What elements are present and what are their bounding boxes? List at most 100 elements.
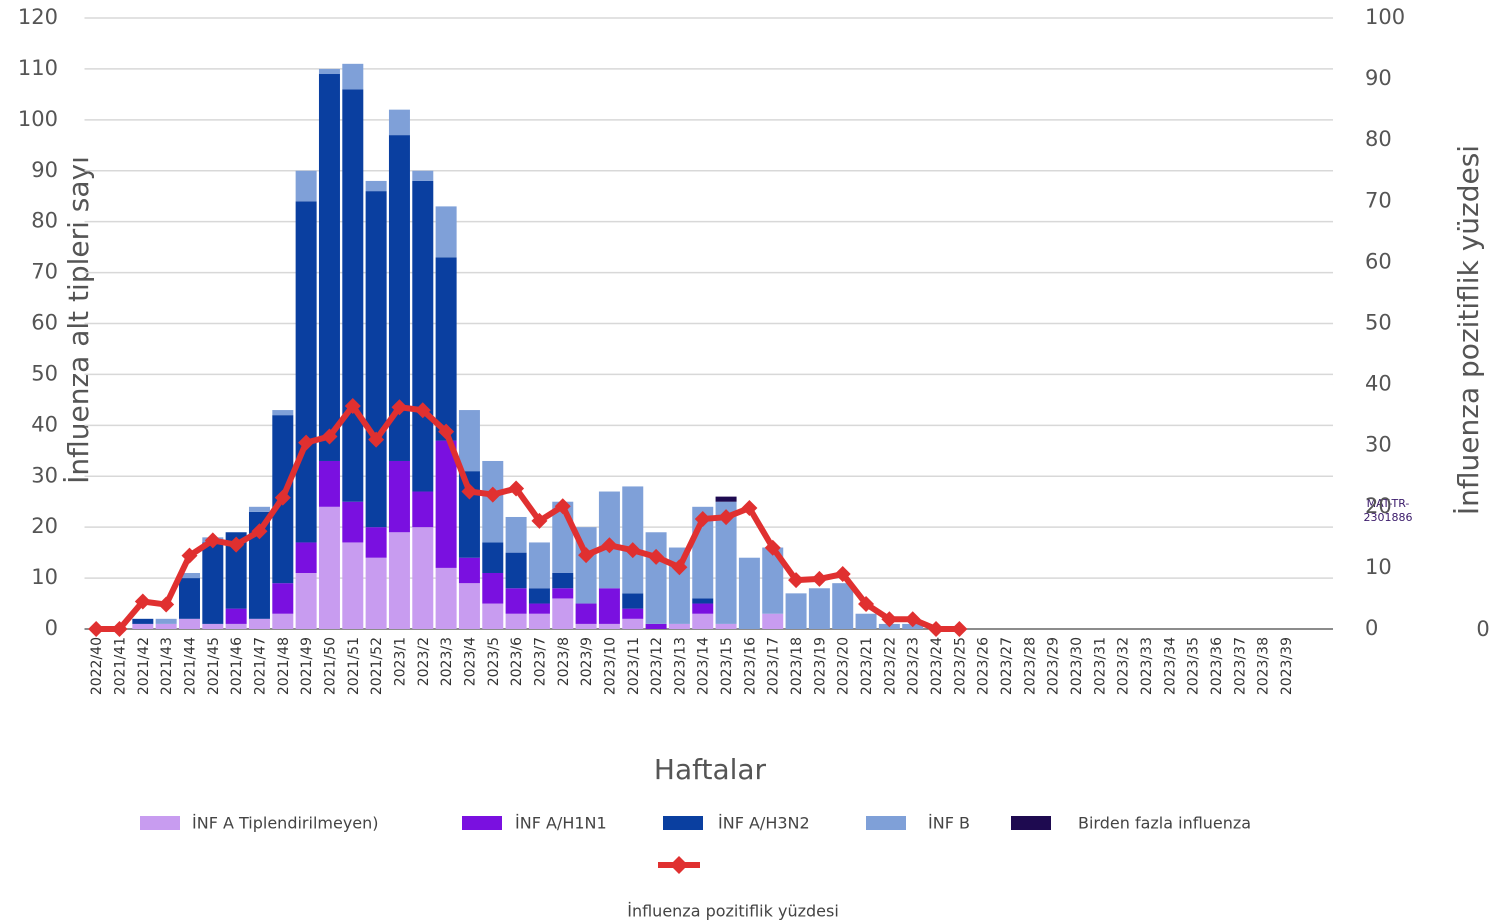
x-tick-label: 2021/43 [159, 637, 175, 695]
x-tick-label: 2023/8 [556, 637, 572, 686]
x-tick-label: 2023/6 [509, 637, 525, 686]
x-tick-label: 2023/7 [532, 637, 548, 686]
y2-tick-label: 60 [1365, 249, 1392, 273]
bar [645, 532, 667, 624]
y2-axis-title: İnfluenza pozitiflik yüzdesi [1452, 145, 1485, 515]
legend-swatch [670, 856, 688, 874]
bar [178, 578, 200, 619]
bar [412, 491, 434, 528]
bar [318, 68, 340, 75]
legend-swatch [140, 816, 180, 830]
bar [785, 593, 807, 629]
bar [202, 542, 224, 624]
y-tick-label: 50 [31, 361, 58, 385]
bar [272, 613, 294, 629]
bar [528, 603, 550, 614]
legend-label: İnfluenza pozitiflik yüzdesi [627, 902, 839, 921]
bar [668, 547, 690, 624]
bar [598, 588, 620, 624]
bar [482, 572, 504, 604]
x-tick-label: 2023/12 [649, 637, 665, 695]
bar [272, 583, 294, 614]
legend-swatch [663, 816, 703, 830]
bar [412, 527, 434, 629]
x-tick-label: 2021/47 [252, 637, 268, 695]
x-tick-label: 2023/39 [1279, 637, 1295, 695]
bar [365, 557, 387, 629]
x-tick-label: 2023/31 [1092, 637, 1108, 695]
x-tick-label: 2023/32 [1116, 637, 1132, 695]
bar [412, 170, 434, 181]
bar [762, 547, 784, 614]
x-tick-label: 2023/18 [789, 637, 805, 695]
x-tick-label: 2023/19 [812, 637, 828, 695]
x-tick-label: 2023/30 [1069, 637, 1085, 695]
bar [762, 613, 784, 629]
bar [528, 588, 550, 604]
x-tick-label: 2023/23 [906, 637, 922, 695]
bar [692, 603, 714, 614]
bar [552, 598, 574, 629]
bar [295, 572, 317, 629]
x-tick-label: 2023/36 [1209, 637, 1225, 695]
legend-label: İNF A/H1N1 [515, 814, 607, 833]
line-marker [438, 423, 455, 440]
bar [248, 511, 270, 619]
line-marker [134, 593, 151, 610]
bar [225, 608, 247, 624]
line-marker [368, 431, 385, 448]
bar [295, 542, 317, 573]
bar [482, 542, 504, 573]
line-marker [834, 566, 851, 583]
bar [388, 460, 410, 533]
bar [622, 593, 644, 609]
line-marker [158, 596, 175, 613]
x-tick-label: 2023/16 [742, 637, 758, 695]
bar [272, 410, 294, 416]
bar [505, 613, 527, 629]
line-marker [251, 523, 268, 540]
line-marker [88, 621, 105, 637]
bar [225, 623, 247, 629]
line-marker [554, 498, 571, 515]
bar [622, 608, 644, 619]
line-marker [228, 536, 245, 553]
line-marker [274, 489, 291, 506]
y-tick-label: 90 [31, 158, 58, 182]
y-tick-label: 30 [31, 463, 58, 487]
x-tick-label: 2023/17 [766, 637, 782, 695]
bar [715, 623, 737, 629]
x-tick-label: 2023/10 [602, 637, 618, 695]
line-marker [904, 611, 921, 628]
line-marker [531, 512, 548, 529]
bar [692, 613, 714, 629]
bar [552, 572, 574, 589]
x-tick-label: 2023/37 [1232, 637, 1248, 695]
bar [528, 613, 550, 629]
y-tick-label: 10 [31, 565, 58, 589]
line-marker [788, 572, 805, 589]
bar [365, 191, 387, 528]
y2-tick-label: 20 [1365, 494, 1392, 518]
bar [715, 496, 737, 502]
line-marker [181, 547, 198, 564]
x-tick-label: 2023/4 [462, 637, 478, 686]
x-tick-label: 2023/14 [696, 637, 712, 695]
x-tick-label: 2023/21 [859, 637, 875, 695]
line-marker [391, 399, 408, 416]
x-tick-label: 2023/38 [1256, 637, 1272, 695]
legend-label: Birden fazla influenza [1078, 814, 1251, 833]
x-tick-label: 2023/5 [486, 637, 502, 686]
y2-tick-label: 40 [1365, 372, 1392, 396]
y2-tick-label: 50 [1365, 311, 1392, 335]
line-marker [858, 595, 875, 612]
bar [295, 201, 317, 543]
bar [528, 542, 550, 589]
bar [458, 583, 480, 629]
bar [178, 572, 200, 579]
y-tick-label: 80 [31, 209, 58, 233]
x-tick-label: 2023/28 [1022, 637, 1038, 695]
x-tick-label: 2021/41 [112, 637, 128, 695]
line-marker [694, 511, 711, 528]
bar [342, 542, 364, 629]
